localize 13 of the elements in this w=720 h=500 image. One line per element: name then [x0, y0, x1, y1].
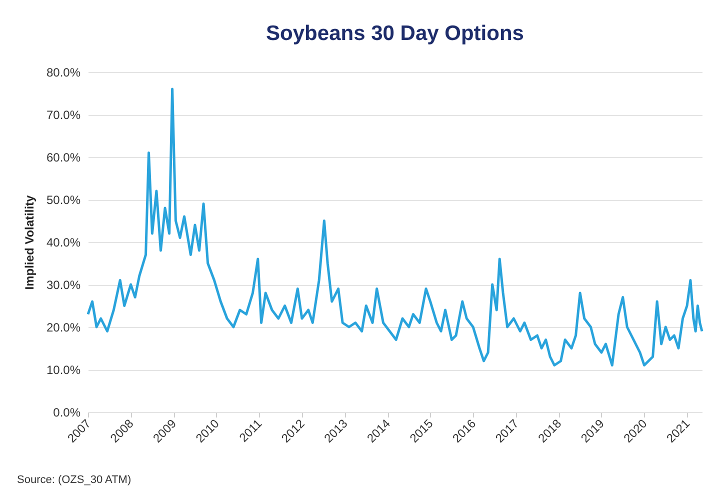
y-tick-label: 80.0% — [46, 66, 81, 80]
source-note: Source: (OZS_30 ATM) — [17, 474, 132, 486]
y-tick-label: 60.0% — [46, 150, 81, 164]
y-tick-label: 30.0% — [46, 278, 81, 292]
y-tick-label: 0.0% — [53, 406, 81, 420]
y-tick-label: 50.0% — [46, 193, 81, 207]
line-series — [86, 88, 704, 366]
chart-title: Soybeans 30 Day Options — [266, 22, 524, 45]
y-tick-label: 70.0% — [46, 108, 81, 122]
y-axis-title: Implied Volatility — [22, 194, 36, 290]
y-tick-label: 40.0% — [46, 236, 81, 250]
y-tick-label: 10.0% — [46, 363, 81, 377]
y-tick-label: 20.0% — [46, 320, 81, 334]
